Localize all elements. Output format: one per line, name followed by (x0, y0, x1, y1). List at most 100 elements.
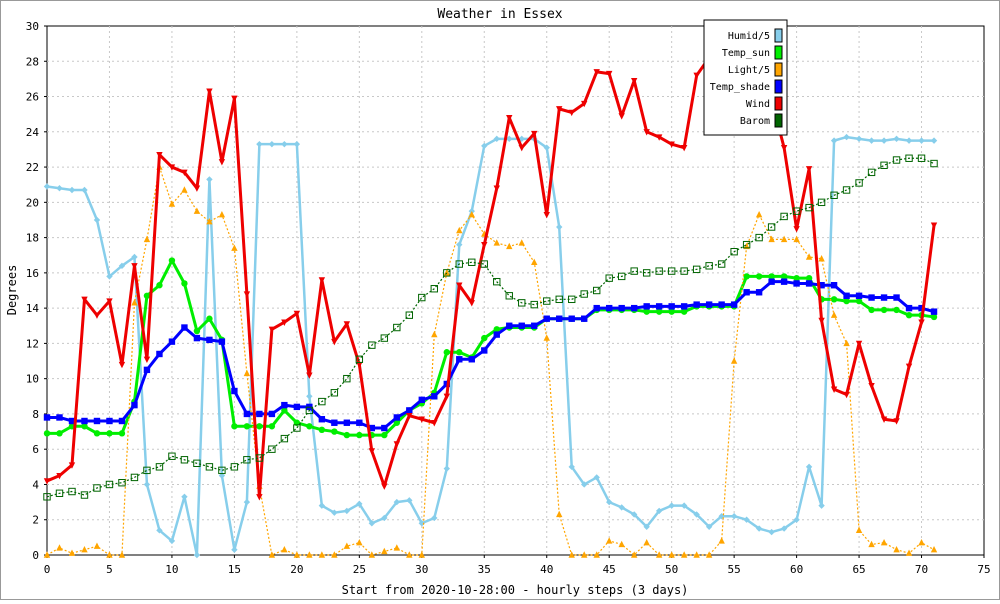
data-point-barom (80, 491, 89, 499)
data-point-temp-sun (905, 311, 913, 319)
x-tick-label: 15 (228, 563, 241, 576)
data-point-light-5 (543, 334, 550, 341)
data-point-barom (742, 240, 751, 249)
data-point-temp-shade (268, 410, 276, 418)
x-tick-label: 20 (290, 563, 303, 576)
data-point-humid-5 (356, 500, 363, 508)
data-point-wind (256, 494, 263, 501)
data-point-temp-shade (318, 416, 326, 423)
data-point-light-5 (368, 551, 376, 558)
data-point-light-5 (331, 551, 338, 558)
data-point-wind (655, 134, 663, 141)
data-point-humid-5 (281, 140, 288, 148)
y-tick-label: 0 (32, 549, 39, 562)
data-point-barom (630, 267, 638, 275)
data-point-barom (568, 295, 576, 304)
data-point-humid-5 (780, 525, 788, 532)
data-point-wind (406, 412, 413, 420)
data-point-temp-sun (268, 423, 276, 430)
data-point-temp-sun (206, 315, 213, 322)
y-tick-label: 20 (26, 196, 39, 209)
data-point-temp-shade (256, 410, 263, 418)
data-point-temp-shade (805, 280, 813, 287)
data-point-humid-5 (181, 493, 188, 501)
data-point-barom (917, 154, 926, 162)
data-point-humid-5 (568, 463, 575, 471)
data-point-wind (193, 185, 201, 192)
y-tick-label: 10 (26, 373, 39, 386)
data-point-temp-shade (293, 403, 301, 411)
data-point-light-5 (206, 218, 213, 225)
data-point-temp-sun (880, 306, 888, 314)
data-point-temp-sun (318, 426, 326, 434)
data-point-temp-shade (456, 356, 463, 363)
data-point-light-5 (705, 551, 713, 558)
data-point-barom (455, 260, 463, 268)
data-point-temp-shade (905, 304, 913, 312)
data-point-light-5 (755, 210, 763, 218)
data-point-humid-5 (730, 513, 738, 520)
data-point-temp-shade (506, 322, 513, 329)
data-point-temp-shade (630, 304, 638, 312)
data-point-humid-5 (243, 498, 251, 506)
data-point-temp-sun (481, 334, 488, 342)
data-point-humid-5 (680, 502, 688, 509)
data-point-light-5 (593, 551, 600, 558)
data-point-temp-shade (131, 401, 138, 409)
data-point-temp-sun (456, 349, 463, 356)
data-point-wind (218, 159, 226, 166)
data-point-barom (755, 233, 763, 242)
data-point-wind (680, 144, 688, 152)
data-point-barom (480, 260, 488, 268)
data-point-humid-5 (268, 140, 276, 148)
data-point-humid-5 (705, 523, 713, 530)
data-point-temp-shade (418, 396, 425, 404)
data-point-light-5 (381, 547, 388, 555)
data-point-temp-shade (143, 366, 151, 374)
data-point-humid-5 (630, 511, 638, 518)
legend-swatch-temp-shade (774, 79, 783, 94)
data-point-wind (855, 340, 863, 348)
data-point-temp-sun (830, 296, 838, 303)
data-point-wind (156, 152, 163, 159)
data-point-temp-shade (281, 401, 288, 409)
data-point-temp-shade (880, 294, 888, 301)
data-point-light-5 (805, 253, 813, 260)
data-point-wind (43, 478, 51, 485)
data-point-humid-5 (543, 144, 550, 151)
data-point-light-5 (193, 207, 201, 214)
data-point-barom (155, 463, 164, 471)
data-point-wind (393, 441, 401, 448)
series-line-light-5 (46, 166, 935, 556)
data-point-temp-shade (393, 414, 401, 421)
data-point-wind (418, 416, 425, 423)
y-tick-label: 12 (26, 337, 39, 350)
data-point-temp-sun (805, 274, 813, 282)
x-tick-label: 65 (852, 563, 865, 576)
data-point-wind (118, 361, 126, 369)
data-point-temp-shade (181, 324, 188, 331)
data-point-light-5 (893, 546, 900, 553)
y-tick-label: 6 (32, 443, 39, 456)
legend-swatch-wind (774, 96, 783, 111)
y-tick-label: 30 (26, 20, 39, 33)
data-point-temp-shade (343, 419, 351, 426)
data-point-light-5 (506, 242, 513, 250)
data-point-temp-sun (743, 273, 750, 280)
data-point-barom (355, 355, 364, 363)
data-point-humid-5 (655, 507, 663, 515)
data-point-temp-sun (443, 349, 450, 356)
data-point-barom (105, 480, 114, 489)
data-point-wind (456, 282, 463, 289)
data-point-humid-5 (493, 135, 500, 143)
data-point-barom (767, 223, 776, 231)
data-point-barom (930, 159, 938, 168)
data-point-light-5 (568, 551, 575, 558)
series-wind (43, 55, 938, 501)
data-point-barom (692, 265, 701, 274)
data-point-temp-shade (643, 303, 650, 310)
legend-label-barom: Barom (740, 116, 770, 127)
data-point-temp-shade (768, 278, 775, 285)
data-point-light-5 (168, 200, 176, 207)
